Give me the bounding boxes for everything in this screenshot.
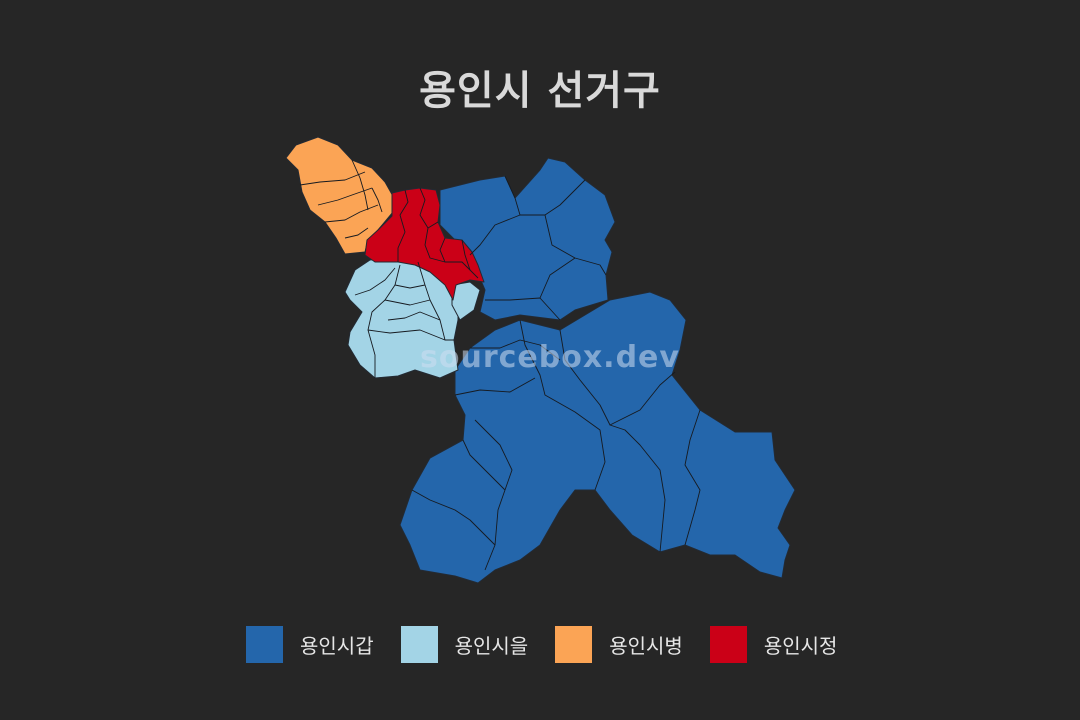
legend-label-byeong: 용인시병 <box>609 633 683 658</box>
region-jeong <box>364 187 485 301</box>
legend-swatch-byeong <box>555 625 593 663</box>
district-gap <box>399 157 796 584</box>
legend-label-jeong: 용인시정 <box>763 633 838 658</box>
legend-label-gap: 용인시갑 <box>300 633 374 658</box>
legend-item-gap: 용인시갑 <box>246 625 374 663</box>
inner-borders <box>299 159 701 571</box>
region-eul-east <box>451 281 481 321</box>
legend-item-eul: 용인시을 <box>400 625 529 663</box>
region-gap-south <box>399 291 796 584</box>
map-legend: 용인시갑 용인시을 용인시병 용인시정 <box>246 625 864 663</box>
district-jeong <box>364 187 485 301</box>
legend-swatch-gap <box>246 625 283 663</box>
legend-item-byeong: 용인시병 <box>555 625 683 663</box>
watermark: sourcebox.dev <box>420 340 680 375</box>
map-title: 용인시 선거구 <box>419 68 661 114</box>
legend-swatch-eul <box>400 625 438 663</box>
region-gap-north <box>439 157 616 321</box>
legend-item-jeong: 용인시정 <box>709 625 838 663</box>
legend-label-eul: 용인시을 <box>454 633 529 658</box>
legend-swatch-jeong <box>709 625 747 663</box>
